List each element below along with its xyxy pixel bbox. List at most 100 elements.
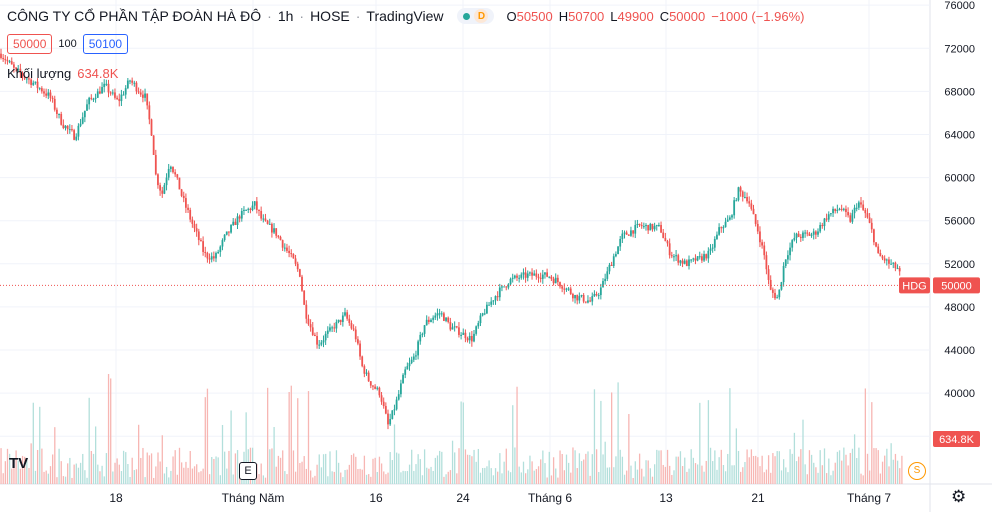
volume-bar [634, 461, 636, 484]
volume-bar [58, 448, 60, 484]
symbol-tag[interactable] [899, 277, 930, 294]
volume-bar [389, 452, 391, 484]
volume-bar [273, 427, 275, 484]
volume-bar [4, 461, 6, 484]
events-button[interactable]: E [239, 462, 257, 480]
candle [174, 172, 177, 175]
candle [862, 204, 865, 210]
candle [99, 91, 101, 94]
volume-bar [426, 467, 428, 484]
candle [728, 217, 731, 220]
quantity-label[interactable]: 100 [58, 38, 77, 50]
volume-bar [516, 386, 518, 484]
candle [225, 231, 228, 235]
candle [410, 359, 413, 363]
volume-bar [834, 462, 836, 484]
volume-bar [877, 450, 879, 484]
volume-bar [441, 451, 443, 484]
volume-bar [830, 475, 832, 484]
volume-bar [804, 464, 806, 484]
candle [548, 276, 551, 278]
candle [2, 57, 5, 60]
volume-bar [353, 453, 355, 484]
volume-bar [460, 401, 462, 484]
volume-bar [174, 450, 176, 484]
candle [488, 304, 490, 306]
volume-bar [866, 453, 869, 484]
volume-bar [393, 424, 396, 484]
volume-bar [527, 469, 529, 484]
volume-bar [731, 465, 733, 484]
volume-bar [264, 477, 267, 484]
interval-label[interactable]: 1h [277, 8, 294, 24]
volume-label[interactable]: Khối lượng [7, 66, 72, 81]
candle [344, 312, 346, 316]
candle [372, 385, 374, 387]
candle [73, 130, 75, 140]
candle [741, 191, 744, 197]
volume-bar [419, 459, 421, 484]
volume-bar [535, 469, 538, 484]
volume-bar [561, 453, 563, 484]
candle [19, 68, 22, 74]
volume-bar [856, 458, 858, 484]
volume-bar [279, 457, 282, 484]
session-button[interactable]: S [908, 462, 926, 480]
candle [281, 240, 284, 248]
volume-bar [406, 471, 409, 484]
candle [118, 98, 121, 102]
gear-icon[interactable]: ⚙ [951, 487, 967, 506]
candle [258, 209, 260, 211]
volume-bar [129, 477, 131, 484]
candle [107, 83, 110, 93]
market-status[interactable]: D [457, 8, 495, 24]
candle [879, 253, 882, 257]
candle [584, 301, 587, 303]
y-tick-label: 64000 [944, 129, 975, 141]
volume-bar [677, 456, 679, 484]
volume-bar [623, 474, 626, 484]
candle [38, 88, 41, 90]
candle [66, 125, 69, 130]
candle [870, 222, 873, 230]
volume-bar [712, 461, 714, 484]
volume-bar [148, 455, 151, 484]
volume-bar [641, 468, 643, 484]
symbol-title[interactable]: CÔNG TY CỔ PHẦN TẬP ĐOÀN HÀ ĐÔ [7, 8, 262, 24]
candle [234, 221, 237, 225]
volume-bar [344, 470, 346, 484]
volume-bar [828, 458, 830, 484]
candle [423, 325, 426, 334]
candle [221, 240, 224, 247]
tradingview-logo-icon[interactable]: TV [9, 455, 29, 472]
buy-button[interactable]: 50100 [82, 34, 129, 54]
volume-bar [408, 464, 411, 484]
candle [288, 250, 290, 254]
volume-bar [327, 476, 329, 484]
candle [810, 234, 813, 236]
volume-bar [589, 475, 591, 484]
candle [339, 319, 342, 322]
volume-bar [626, 470, 628, 484]
volume-bar [260, 463, 262, 484]
candle [430, 319, 432, 322]
candle [219, 246, 222, 252]
candle [13, 64, 15, 68]
candle [774, 292, 776, 299]
candle [776, 297, 779, 299]
volume-bar [107, 374, 110, 484]
candle [389, 418, 392, 425]
candle [475, 326, 478, 334]
candle [892, 262, 895, 264]
volume-bar [77, 467, 80, 484]
volume-bar [720, 449, 722, 484]
volume-bar [482, 467, 484, 484]
sell-button[interactable]: 50000 [7, 34, 53, 54]
volume-bar [765, 469, 768, 484]
candle [34, 81, 37, 83]
candle [544, 272, 546, 275]
candle [316, 336, 318, 345]
change-value: −1000 (−1.96%) [711, 8, 805, 24]
price-axis[interactable] [930, 0, 992, 512]
